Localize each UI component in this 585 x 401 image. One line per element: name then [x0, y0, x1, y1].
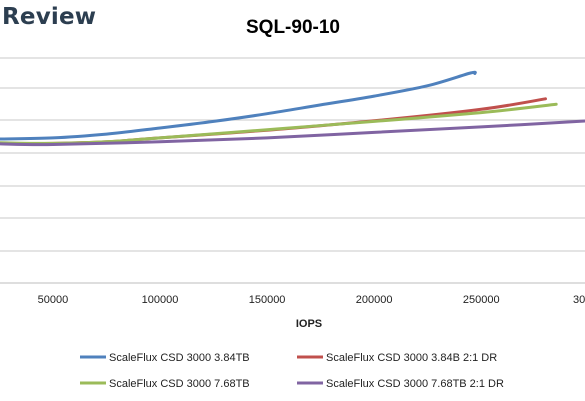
- x-tick-label: 100000: [142, 294, 179, 306]
- x-tick-label: 250000: [463, 294, 500, 306]
- legend-label: ScaleFlux CSD 3000 3.84B 2:1 DR: [326, 352, 497, 364]
- chart-title: SQL-90-10: [246, 17, 340, 38]
- x-tick-labels: 50000 100000 150000 200000 250000 30000: [38, 294, 585, 306]
- x-tick-label: 30000: [573, 294, 585, 306]
- gridlines: [0, 57, 585, 252]
- legend-label: ScaleFlux CSD 3000 7.68TB 2:1 DR: [326, 378, 504, 390]
- legend: ScaleFlux CSD 3000 3.84TB ScaleFlux CSD 3…: [80, 352, 504, 390]
- x-axis-label: IOPS: [296, 318, 322, 330]
- x-tick-label: 200000: [356, 294, 393, 306]
- legend-label: ScaleFlux CSD 3000 7.68TB: [109, 378, 250, 390]
- review-logo-text: Review: [2, 4, 97, 30]
- legend-label: ScaleFlux CSD 3000 3.84TB: [109, 352, 250, 364]
- series-lines: [0, 70, 585, 147]
- series-line-4: [0, 119, 585, 147]
- x-tick-label: 150000: [249, 294, 286, 306]
- x-tick-label: 50000: [38, 294, 69, 306]
- series-line-1: [0, 70, 477, 141]
